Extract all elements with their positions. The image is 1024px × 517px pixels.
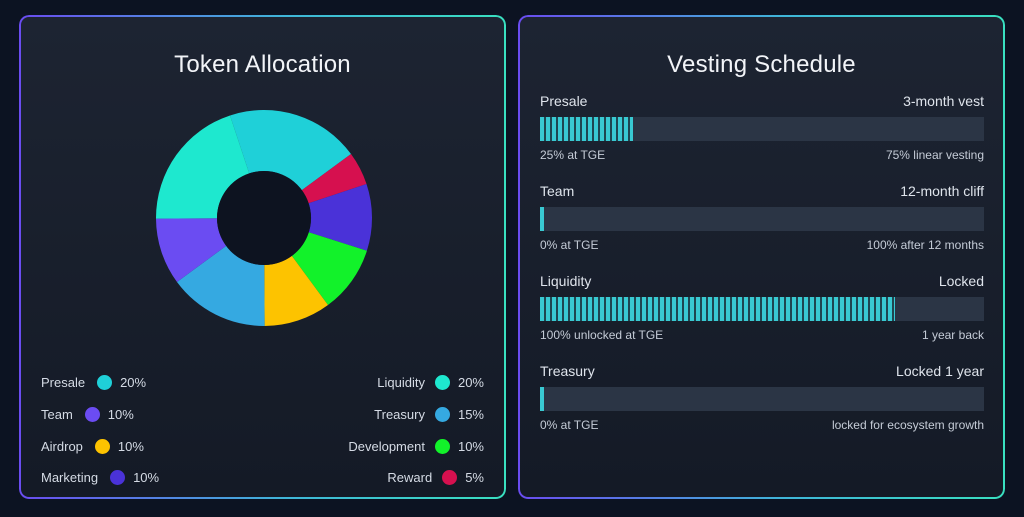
vesting-term: Locked <box>938 273 984 289</box>
legend-item: Liquidity 20% <box>348 367 484 399</box>
legend-item: Marketing 10% <box>41 462 159 494</box>
vesting-progress-track <box>540 297 984 321</box>
legend-dot <box>94 438 110 454</box>
legend-item: Airdrop 10% <box>41 430 159 462</box>
vesting-left-note: 0% at TGE <box>540 238 599 252</box>
legend-label: Reward <box>387 470 433 486</box>
legend-item: Team 10% <box>41 399 159 431</box>
vesting-schedule-card: Vesting Schedule Presale 3-month vest 25… <box>518 15 1005 499</box>
donut-slice-marketing <box>308 184 372 251</box>
legend-dot <box>84 407 100 423</box>
vesting-left-note: 0% at TGE <box>540 418 599 432</box>
legend-dot <box>110 470 126 486</box>
vesting-right-note: 100% after 12 months <box>866 238 984 252</box>
legend-label: Airdrop <box>41 438 83 454</box>
legend-left: Presale 20% Team 10% Airdrop 10% Marketi… <box>41 367 159 494</box>
vesting-progress-fill <box>540 387 544 411</box>
donut-slice-airdrop <box>264 255 328 326</box>
vesting-row-presale: Presale 3-month vest 25% at TGE 75% line… <box>540 93 984 164</box>
donut-slice-team <box>156 218 227 282</box>
legend-right: Liquidity 20% Treasury 15% Development 1… <box>348 367 484 494</box>
vesting-row-liquidity: Liquidity Locked 100% unlocked at TGE 1 … <box>540 273 984 344</box>
vesting-row-treasury: Treasury Locked 1 year 0% at TGE locked … <box>540 363 984 434</box>
legend-label: Liquidity <box>377 375 425 391</box>
vesting-progress-fill <box>540 297 896 321</box>
legend-label: Treasury <box>374 407 425 423</box>
vesting-right-note: locked for ecosystem growth <box>831 418 984 432</box>
vesting-name: Team <box>540 183 575 199</box>
donut-slice-treasury <box>176 245 265 326</box>
vesting-name: Liquidity <box>540 273 592 289</box>
legend-percent: 10% <box>133 470 160 486</box>
donut-slice-reward <box>301 154 367 204</box>
token-allocation-title: Token Allocation <box>174 51 351 78</box>
vesting-left-note: 100% unlocked at TGE <box>540 328 664 342</box>
vesting-term: 12-month cliff <box>900 183 984 199</box>
legend-item: Reward 5% <box>348 462 484 494</box>
legend-label: Presale <box>41 375 86 391</box>
allocation-donut-chart <box>156 110 372 326</box>
donut-slice-presale <box>230 110 352 191</box>
vesting-term: 3-month vest <box>903 93 984 109</box>
vesting-progress-fill <box>540 207 544 231</box>
vesting-name: Treasury <box>540 363 595 379</box>
vesting-term: Locked 1 year <box>896 363 984 379</box>
legend-dot <box>434 407 450 423</box>
donut-slice-liquidity <box>156 115 250 219</box>
vesting-progress-track <box>540 117 984 141</box>
vesting-row-team: Team 12-month cliff 0% at TGE 100% after… <box>540 183 984 254</box>
legend-percent: 20% <box>457 375 484 391</box>
legend-label: Marketing <box>41 470 99 486</box>
legend-item: Treasury 15% <box>348 399 484 431</box>
legend-dot <box>97 375 113 391</box>
legend-dot <box>434 438 450 454</box>
vesting-name: Presale <box>540 93 588 109</box>
legend-item: Presale 20% <box>41 367 159 399</box>
legend-dot <box>434 375 450 391</box>
vesting-progress-fill <box>540 117 634 141</box>
vesting-left-note: 25% at TGE <box>540 148 606 162</box>
legend-dot <box>442 470 458 486</box>
vesting-schedule-title: Vesting Schedule <box>667 51 856 78</box>
legend-label: Team <box>41 407 73 423</box>
vesting-progress-track <box>540 387 984 411</box>
legend-percent: 10% <box>117 438 144 454</box>
vesting-right-note: 75% linear vesting <box>885 148 984 162</box>
legend-percent: 10% <box>107 407 134 423</box>
donut-hole <box>217 171 311 265</box>
vesting-progress-track <box>540 207 984 231</box>
legend-label: Development <box>348 438 425 454</box>
vesting-right-note: 1 year back <box>921 328 984 342</box>
legend-percent: 15% <box>457 407 484 423</box>
donut-slice-development <box>291 232 367 306</box>
token-allocation-card: Token Allocation Presale 20% Team 10% Ai… <box>19 15 506 499</box>
legend-percent: 10% <box>457 438 484 454</box>
legend-percent: 20% <box>120 375 147 391</box>
legend-percent: 5% <box>465 470 484 486</box>
legend-item: Development 10% <box>348 430 484 462</box>
